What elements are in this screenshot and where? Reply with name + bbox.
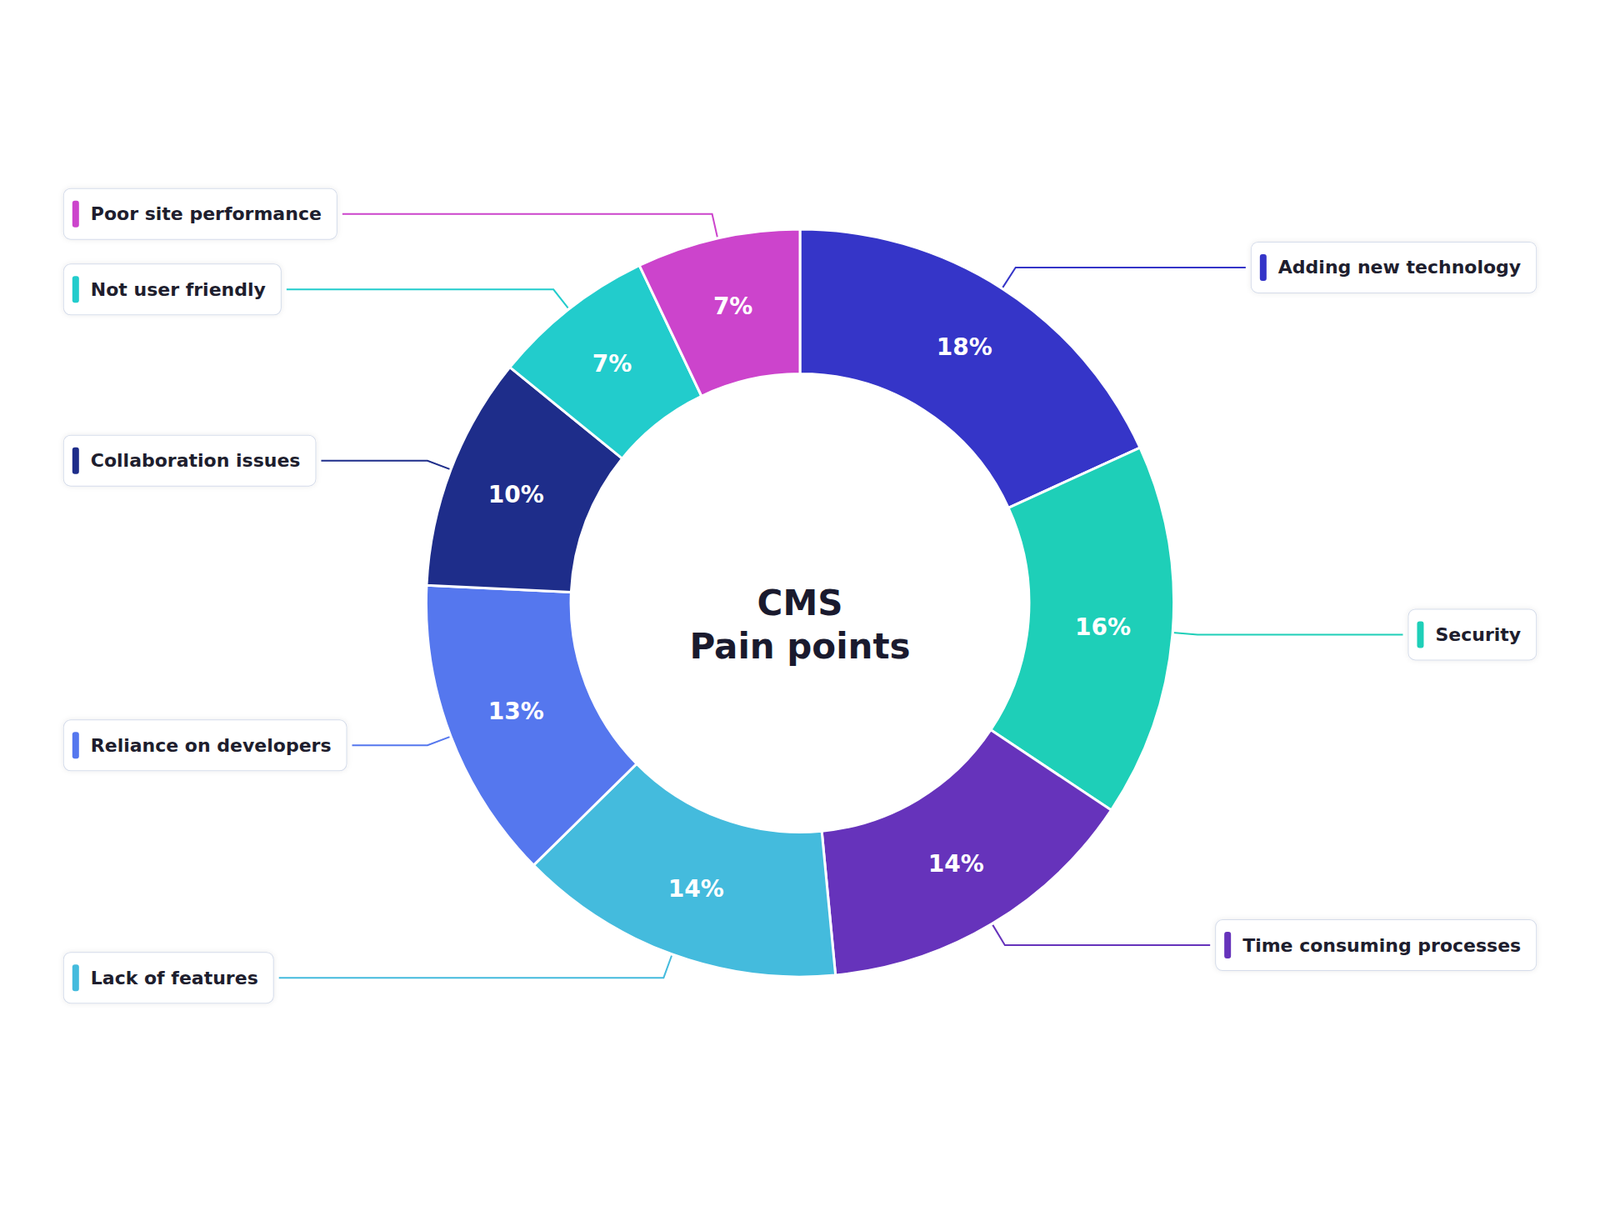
svg-text:14%: 14% <box>668 875 725 903</box>
svg-text:7%: 7% <box>713 292 754 320</box>
svg-text:Poor site performance: Poor site performance <box>90 203 322 225</box>
svg-text:Security: Security <box>1435 624 1521 645</box>
svg-text:Lack of features: Lack of features <box>90 967 259 989</box>
svg-text:CMS: CMS <box>757 582 844 624</box>
svg-text:18%: 18% <box>936 333 993 361</box>
svg-text:Pain points: Pain points <box>689 625 910 667</box>
svg-text:Adding new technology: Adding new technology <box>1278 256 1521 278</box>
svg-text:13%: 13% <box>488 697 545 725</box>
svg-text:10%: 10% <box>488 480 545 509</box>
svg-text:7%: 7% <box>592 350 633 378</box>
svg-text:16%: 16% <box>1075 613 1131 641</box>
svg-text:Not user friendly: Not user friendly <box>90 279 266 300</box>
svg-text:Time consuming processes: Time consuming processes <box>1242 935 1521 956</box>
svg-text:14%: 14% <box>928 850 985 878</box>
svg-text:Reliance on developers: Reliance on developers <box>90 735 332 756</box>
svg-text:Collaboration issues: Collaboration issues <box>90 450 301 471</box>
